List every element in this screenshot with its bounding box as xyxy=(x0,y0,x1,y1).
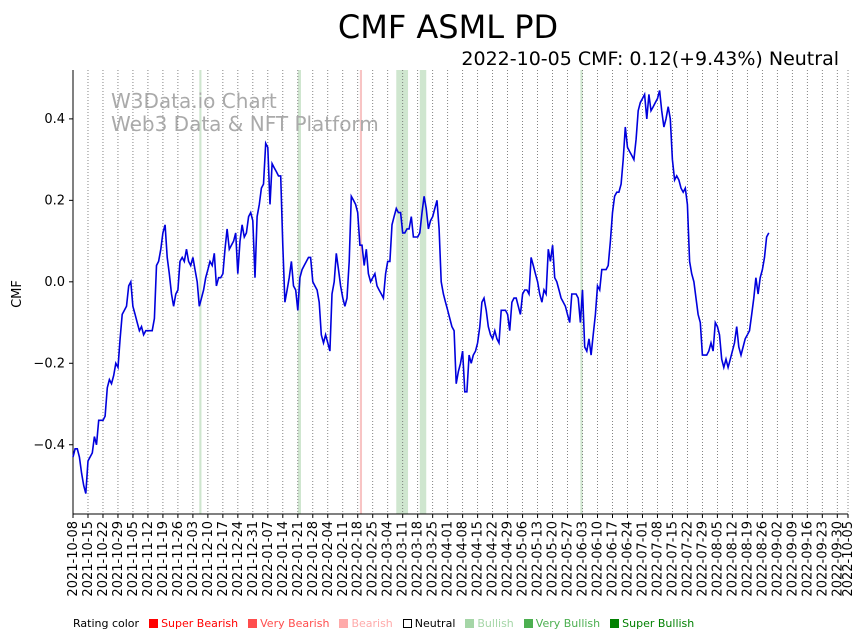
rating-band-5 xyxy=(580,70,583,514)
x-tick-label-43: 2022-08-05 xyxy=(710,521,725,597)
rating-band-4 xyxy=(419,70,427,514)
x-tick-label-41: 2022-07-22 xyxy=(680,521,695,597)
x-tick-label-13: 2022-01-07 xyxy=(261,521,276,597)
chart-title: CMF ASML PD xyxy=(338,8,558,46)
y-axis-label: CMF xyxy=(10,280,25,308)
x-tick-label-12: 2021-12-31 xyxy=(246,521,261,597)
x-tick-label-45: 2022-08-19 xyxy=(740,521,755,597)
rating-band-0 xyxy=(199,70,202,514)
legend-swatch-icon xyxy=(523,619,533,628)
x-tick-label-17: 2022-02-04 xyxy=(321,521,336,597)
x-tick-label-7: 2021-11-26 xyxy=(171,521,186,597)
x-tick-label-30: 2022-05-06 xyxy=(516,521,531,597)
x-axis-ticks: 2021-10-08 2021-10-15 2021-10-22 2021-10-29… xyxy=(66,514,856,597)
legend-swatch-icon xyxy=(149,619,159,628)
x-tick-label-52: 2022-10-05 xyxy=(841,521,856,597)
legend-title: Rating color xyxy=(73,617,140,630)
cmf-series-line xyxy=(72,90,770,494)
x-tick-label-20: 2022-02-25 xyxy=(366,521,381,597)
x-tick-label-11: 2021-12-24 xyxy=(231,521,246,597)
x-tick-label-49: 2022-09-16 xyxy=(800,521,815,597)
y-tick-label-3: 0.2 xyxy=(44,193,65,208)
x-tick-label-21: 2022-03-04 xyxy=(381,521,396,597)
rating-bands xyxy=(199,70,583,514)
x-tick-label-37: 2022-06-24 xyxy=(620,521,635,597)
legend-item-label: Bearish xyxy=(351,617,393,630)
x-tick-label-24: 2022-03-25 xyxy=(426,521,441,597)
x-tick-label-33: 2022-05-27 xyxy=(561,521,576,597)
legend-swatch-icon xyxy=(465,619,475,628)
x-tick-label-10: 2021-12-17 xyxy=(216,521,231,597)
x-tick-label-39: 2022-07-08 xyxy=(650,521,665,597)
legend-item-label: Very Bullish xyxy=(535,617,601,630)
legend-item-label: Bullish xyxy=(477,617,514,630)
rating-band-3 xyxy=(396,70,409,514)
x-tick-label-50: 2022-09-23 xyxy=(815,521,830,597)
legend-item-label: Super Bullish xyxy=(622,617,695,630)
rating-legend: Rating color Super Bearish Very Bearish Be… xyxy=(73,617,694,630)
legend-swatch-icon xyxy=(402,619,412,628)
legend-item-neutral: Neutral xyxy=(402,617,456,630)
x-tick-label-18: 2022-02-11 xyxy=(336,521,351,597)
x-tick-label-46: 2022-08-26 xyxy=(755,521,770,597)
x-tick-label-40: 2022-07-15 xyxy=(665,521,680,597)
legend-item-super-bullish: Super Bullish xyxy=(610,617,694,630)
x-tick-label-36: 2022-06-17 xyxy=(606,521,621,597)
legend-item-bearish: Bearish xyxy=(339,617,393,630)
vertical-gridlines xyxy=(72,70,849,514)
y-tick-label-4: 0.4 xyxy=(44,112,65,127)
x-tick-label-9: 2021-12-10 xyxy=(201,521,216,597)
y-tick-label-0: −0.4 xyxy=(33,438,65,453)
x-tick-label-38: 2022-07-01 xyxy=(635,521,650,597)
legend-swatch-icon xyxy=(248,619,258,628)
x-tick-label-25: 2022-04-01 xyxy=(441,521,456,597)
x-tick-label-48: 2022-09-09 xyxy=(785,521,800,597)
x-tick-label-4: 2021-11-05 xyxy=(126,521,141,597)
legend-item-label: Very Bearish xyxy=(260,617,330,630)
legend-item-very-bearish: Very Bearish xyxy=(248,617,329,630)
x-tick-label-27: 2022-04-15 xyxy=(471,521,486,597)
x-tick-label-31: 2022-05-13 xyxy=(531,521,546,597)
x-tick-label-1: 2021-10-15 xyxy=(81,521,96,597)
x-tick-label-44: 2022-08-12 xyxy=(725,521,740,597)
x-tick-label-0: 2021-10-08 xyxy=(66,521,81,597)
axes xyxy=(72,70,848,515)
legend-item-label: Super Bearish xyxy=(161,617,239,630)
rating-band-2 xyxy=(359,70,363,514)
x-tick-label-26: 2022-04-08 xyxy=(456,521,471,597)
x-tick-label-22: 2022-03-11 xyxy=(396,521,411,597)
legend-swatch-icon xyxy=(339,619,349,628)
x-tick-label-16: 2022-01-28 xyxy=(306,521,321,597)
legend-item-super-bearish: Super Bearish xyxy=(149,617,238,630)
legend-item-very-bullish: Very Bullish xyxy=(523,617,601,630)
legend-item-bullish: Bullish xyxy=(465,617,514,630)
x-tick-label-6: 2021-11-19 xyxy=(156,521,171,597)
watermark-line-1: W3Data.io Chart xyxy=(111,89,277,113)
legend-items: Super Bearish Very Bearish Bearish Neutral B… xyxy=(149,617,694,630)
x-tick-label-28: 2022-04-22 xyxy=(486,521,501,597)
watermark-line-2: Web3 Data & NFT Platform xyxy=(111,112,379,136)
x-tick-label-8: 2021-12-03 xyxy=(186,521,201,597)
x-tick-label-3: 2021-10-29 xyxy=(111,521,126,597)
x-tick-label-14: 2022-01-14 xyxy=(276,521,291,597)
x-tick-label-29: 2022-04-29 xyxy=(501,521,516,597)
x-tick-label-15: 2022-01-21 xyxy=(291,521,306,597)
x-tick-label-2: 2021-10-22 xyxy=(96,521,111,597)
x-tick-label-35: 2022-06-10 xyxy=(591,521,606,597)
x-tick-label-5: 2021-11-12 xyxy=(141,521,156,597)
x-tick-label-51: 2022-09-30 xyxy=(830,521,845,597)
y-tick-label-2: 0.0 xyxy=(44,275,65,290)
chart-subtitle: 2022-10-05 CMF: 0.12(+9.43%) Neutral xyxy=(461,48,839,70)
legend-item-label: Neutral xyxy=(414,617,456,630)
y-tick-label-1: −0.2 xyxy=(33,356,65,371)
legend-swatch-icon xyxy=(610,619,620,628)
x-tick-label-47: 2022-09-02 xyxy=(770,521,785,597)
x-tick-label-42: 2022-07-29 xyxy=(695,521,710,597)
x-tick-label-19: 2022-02-18 xyxy=(351,521,366,597)
x-tick-label-23: 2022-03-18 xyxy=(411,521,426,597)
y-axis-ticks: −0.4 −0.2 0.0 0.2 0.4 xyxy=(33,112,73,453)
x-tick-label-34: 2022-06-03 xyxy=(576,521,591,597)
x-tick-label-32: 2022-05-20 xyxy=(546,521,561,597)
